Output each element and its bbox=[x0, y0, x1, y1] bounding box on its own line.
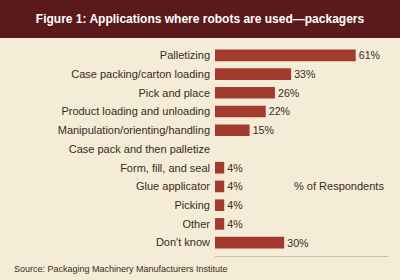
svg-text:Other: Other bbox=[182, 218, 210, 230]
svg-text:Picking: Picking bbox=[175, 199, 210, 211]
svg-text:22%: 22% bbox=[269, 105, 291, 117]
svg-text:Don't know: Don't know bbox=[156, 236, 210, 248]
svg-text:Form, fill, and seal: Form, fill, and seal bbox=[120, 162, 210, 174]
svg-text:4%: 4% bbox=[227, 199, 243, 211]
svg-text:Manipulation/orienting/handlin: Manipulation/orienting/handling bbox=[58, 124, 210, 136]
svg-text:Palletizing: Palletizing bbox=[160, 49, 210, 61]
svg-text:61%: 61% bbox=[359, 49, 381, 61]
svg-text:4%: 4% bbox=[227, 162, 243, 174]
svg-text:30%: 30% bbox=[287, 237, 309, 249]
svg-text:Pick and place: Pick and place bbox=[138, 87, 210, 99]
svg-text:Source: Packaging Machinery Ma: Source: Packaging Machinery Manufacturer… bbox=[14, 264, 228, 274]
svg-text:Product loading and unloading: Product loading and unloading bbox=[61, 105, 210, 117]
svg-text:15%: 15% bbox=[253, 124, 275, 136]
svg-text:4%: 4% bbox=[227, 180, 243, 192]
svg-text:% of Respondents: % of Respondents bbox=[294, 180, 384, 192]
svg-text:4%: 4% bbox=[227, 218, 243, 230]
svg-text:Case pack and then palletize: Case pack and then palletize bbox=[69, 143, 210, 155]
svg-text:Figure 1: Applications where r: Figure 1: Applications where robots are … bbox=[36, 12, 365, 26]
svg-text:Glue applicator: Glue applicator bbox=[136, 180, 210, 192]
svg-text:Case packing/carton loading: Case packing/carton loading bbox=[71, 68, 210, 80]
svg-text:26%: 26% bbox=[278, 87, 300, 99]
svg-text:33%: 33% bbox=[294, 68, 316, 80]
